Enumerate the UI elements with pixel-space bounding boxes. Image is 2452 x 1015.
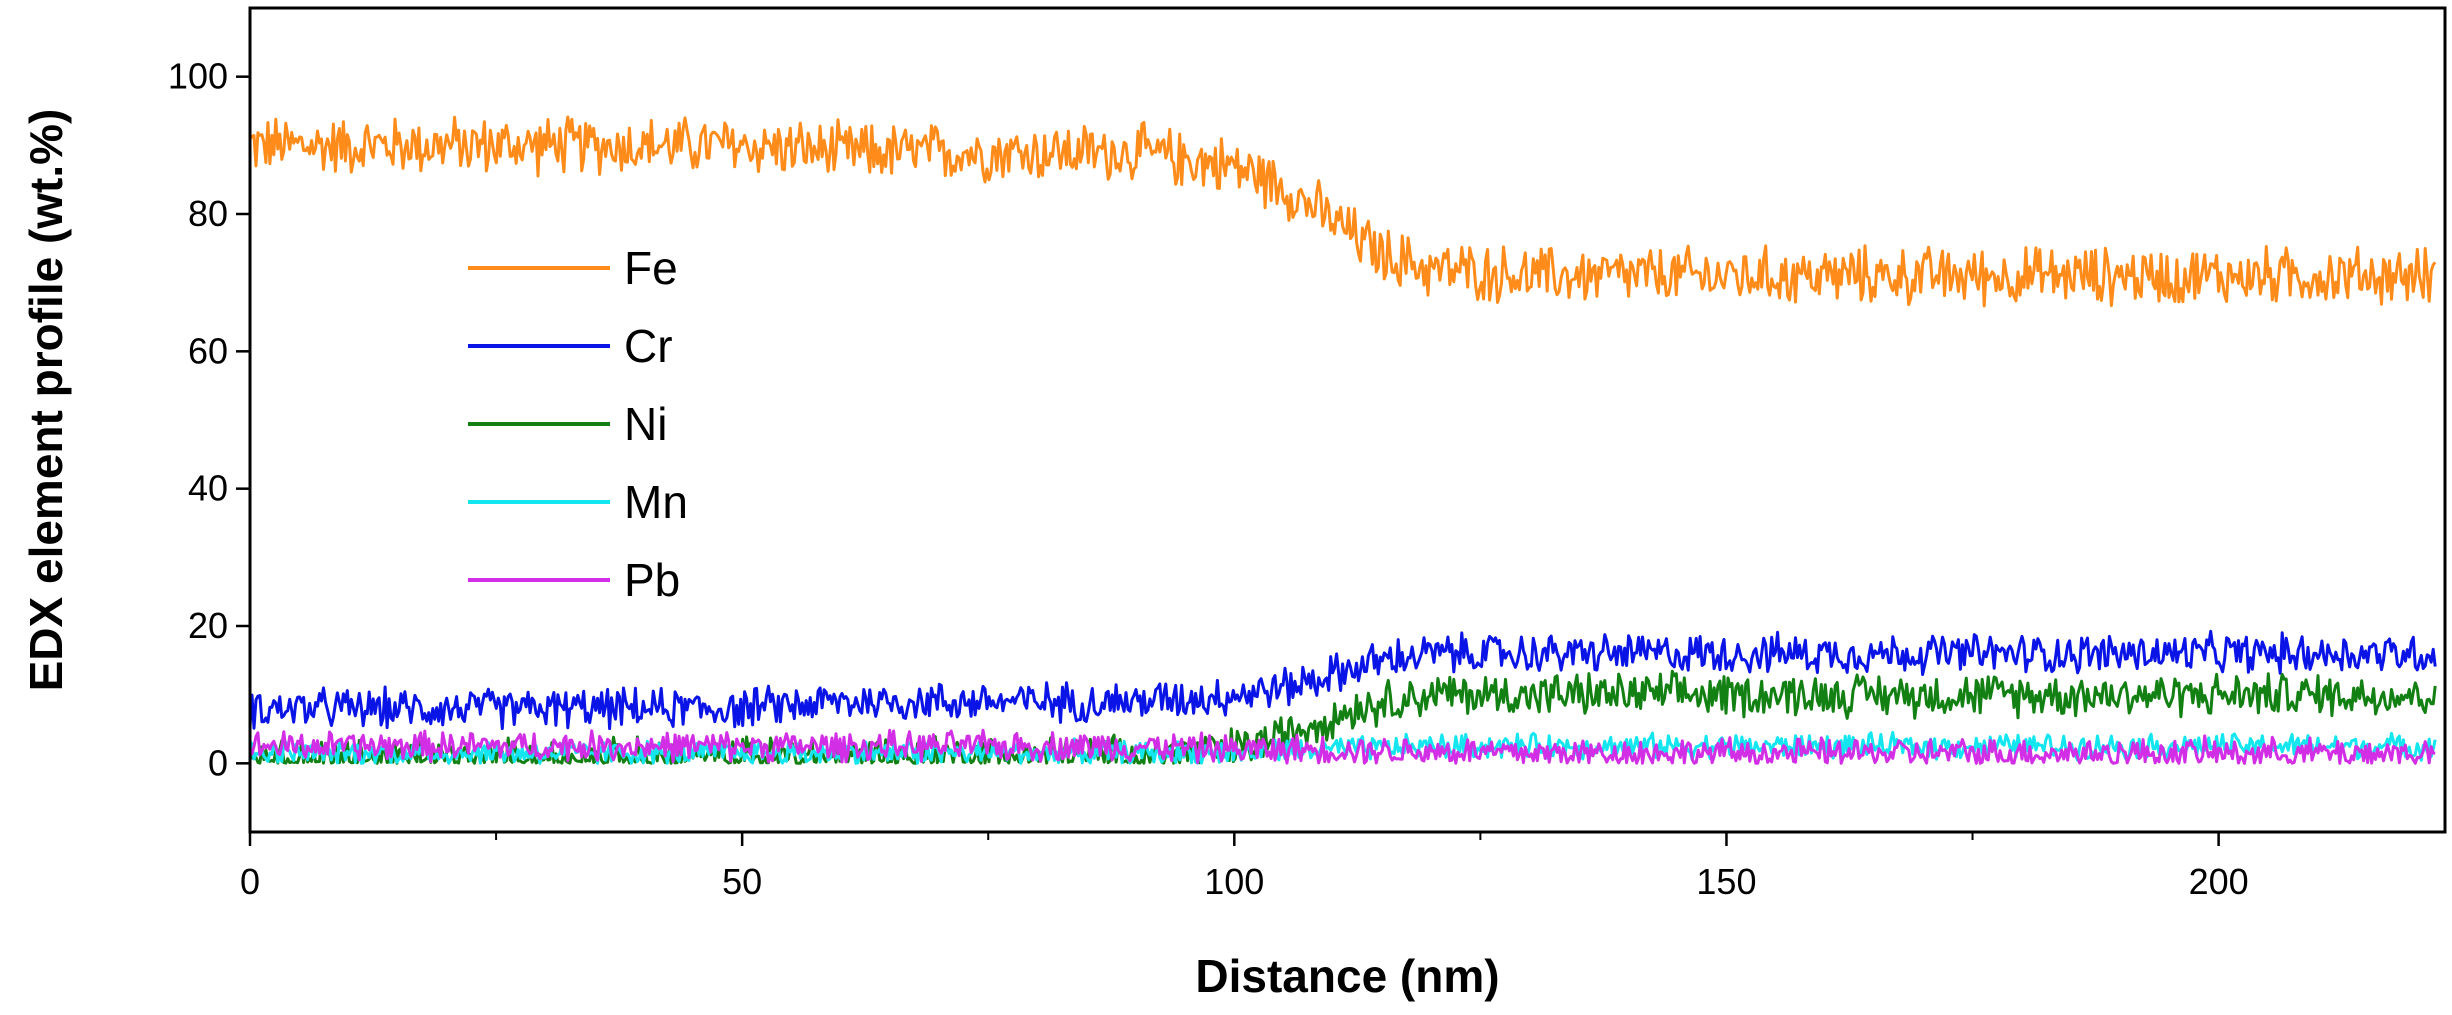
x-tick-label: 200 bbox=[2189, 861, 2249, 902]
x-tick-label: 100 bbox=[1204, 861, 1264, 902]
plot-frame bbox=[248, 6, 2447, 834]
x-tick-label: 150 bbox=[1696, 861, 1756, 902]
series-line-fe bbox=[248, 115, 2437, 308]
series-line-ni bbox=[248, 669, 2437, 765]
y-tick-label: 0 bbox=[208, 742, 228, 783]
x-tick-label: 50 bbox=[722, 861, 762, 902]
legend-label-pb: Pb bbox=[624, 554, 680, 606]
legend-label-cr: Cr bbox=[624, 320, 673, 372]
legend-label-fe: Fe bbox=[624, 242, 678, 294]
legend: Fe Cr Ni Mn Pb bbox=[468, 242, 688, 606]
y-tick-label: 20 bbox=[188, 605, 228, 646]
series-line-cr bbox=[248, 629, 2437, 731]
y-tick-label: 80 bbox=[188, 193, 228, 234]
x-axis-title: Distance (nm) bbox=[1195, 950, 1499, 1002]
y-tick-label: 60 bbox=[188, 330, 228, 371]
series-line-pb bbox=[248, 728, 2436, 765]
series-layer bbox=[248, 115, 2437, 765]
x-tick-label: 0 bbox=[240, 861, 260, 902]
ticks-layer: 0 50 100 150 200 0 20 40 60 80 100 bbox=[168, 56, 2249, 902]
y-tick-label: 40 bbox=[188, 468, 228, 509]
legend-label-ni: Ni bbox=[624, 398, 667, 450]
legend-label-mn: Mn bbox=[624, 476, 688, 528]
y-tick-label: 100 bbox=[168, 56, 228, 97]
y-axis-title: EDX element profile (wt.%) bbox=[20, 109, 72, 692]
